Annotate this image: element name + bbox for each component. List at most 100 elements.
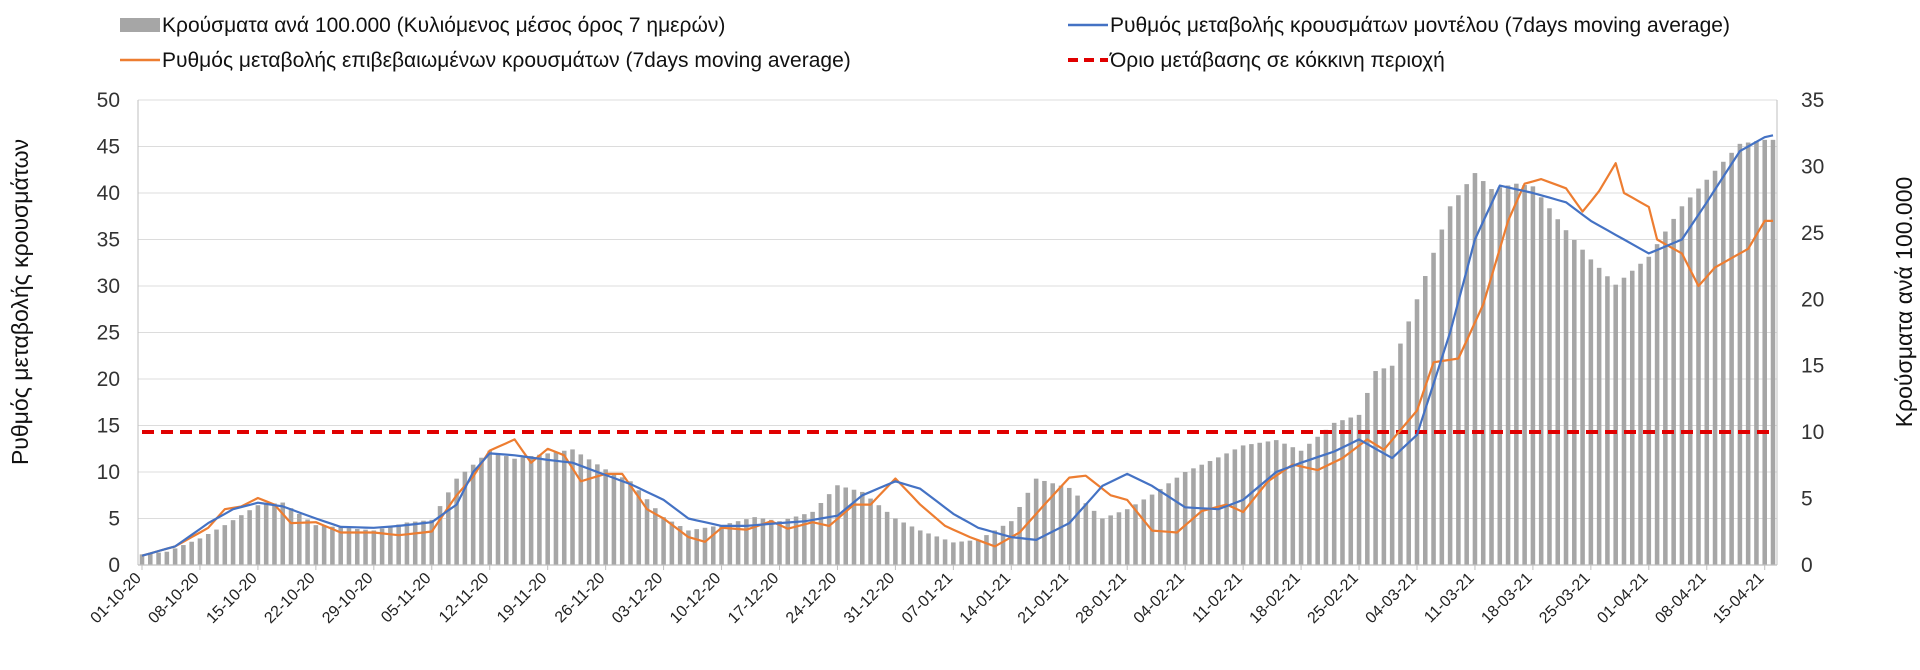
bar: [686, 530, 691, 565]
bar: [1116, 512, 1122, 565]
bar: [1050, 483, 1055, 565]
bar: [1522, 185, 1527, 565]
bar: [975, 539, 981, 565]
bar: [868, 498, 873, 565]
y-right-tick-label: 35: [1801, 89, 1824, 112]
bar: [346, 528, 352, 565]
bar: [818, 503, 824, 565]
bar: [909, 526, 915, 565]
bar: [1737, 143, 1743, 566]
bar: [363, 529, 368, 565]
bar: [1075, 495, 1080, 565]
bar: [305, 519, 310, 565]
bar: [1091, 510, 1097, 565]
bar: [1265, 441, 1271, 565]
bar: [1638, 263, 1643, 565]
bar: [628, 481, 633, 565]
legend-bars-label: Κρούσματα ανά 100.000 (Κυλιόμενος μέσος …: [162, 14, 725, 37]
bar: [1621, 277, 1627, 565]
y-left-tick-label: 10: [97, 461, 120, 484]
bar: [644, 499, 650, 565]
bar: [553, 452, 559, 565]
bar: [1530, 186, 1536, 565]
y-right-tick-label: 20: [1801, 288, 1824, 311]
bar: [1348, 417, 1354, 565]
bar: [586, 459, 592, 565]
bar: [1754, 141, 1759, 565]
bar: [619, 477, 625, 565]
y-left-tick-label: 50: [97, 89, 120, 112]
bar: [512, 458, 517, 565]
bar: [570, 449, 575, 565]
bar: [280, 502, 286, 565]
legend-model-label: Ρυθμός μεταβολής κρουσμάτων μοντέλου (7d…: [1110, 14, 1730, 37]
bar: [802, 514, 807, 565]
bar: [1489, 189, 1494, 565]
bar: [412, 521, 418, 565]
bar: [1216, 457, 1221, 565]
bar: [537, 454, 542, 565]
bar: [1298, 450, 1304, 565]
bar: [1290, 447, 1296, 565]
bar: [1240, 445, 1246, 565]
bar: [1422, 276, 1428, 565]
bar: [1108, 515, 1113, 565]
bar: [702, 527, 708, 565]
bar: [272, 503, 277, 565]
bar: [214, 529, 219, 565]
bar: [1058, 485, 1064, 565]
bar: [1166, 483, 1171, 565]
bar: [595, 464, 600, 565]
bar: [421, 520, 426, 565]
y-right-tick-label: 10: [1801, 421, 1824, 444]
bar: [462, 471, 468, 565]
bar: [884, 511, 890, 565]
bars-series: [139, 139, 1776, 566]
bar: [1009, 521, 1014, 565]
bar: [148, 553, 153, 565]
bar: [1249, 444, 1254, 565]
y-right-tick-label: 15: [1801, 355, 1824, 378]
bar: [379, 528, 385, 565]
bar: [1547, 208, 1552, 565]
y-left-tick-label: 45: [97, 136, 120, 159]
y-left-tick-label: 30: [97, 275, 120, 298]
bar: [1124, 509, 1130, 565]
bar: [1207, 461, 1213, 565]
bar: [1066, 487, 1072, 565]
bar: [785, 518, 791, 565]
bar: [1025, 492, 1031, 565]
bar: [404, 522, 410, 565]
bar: [1042, 480, 1047, 565]
bar: [984, 535, 989, 565]
bar: [1158, 488, 1163, 565]
bar: [1679, 206, 1685, 566]
bar: [1331, 422, 1337, 565]
bar: [1307, 443, 1312, 565]
bar: [1505, 185, 1511, 565]
bar: [1439, 229, 1445, 566]
bar: [1555, 219, 1561, 565]
bar: [1770, 139, 1776, 565]
bar: [454, 478, 459, 565]
bar: [520, 457, 526, 565]
bar: [429, 519, 435, 565]
bar: [719, 525, 724, 565]
bar: [934, 536, 940, 565]
bar: [263, 504, 269, 565]
bar: [1605, 276, 1610, 565]
legend-threshold-label: Όριο μετάβασης σε κόκκινη περιοχή: [1109, 49, 1445, 72]
bar: [1174, 477, 1180, 565]
bar: [1671, 218, 1676, 565]
bar: [1315, 436, 1320, 565]
bar: [1696, 188, 1701, 566]
bar: [396, 524, 401, 565]
bar: [1389, 365, 1395, 565]
bar: [1456, 195, 1461, 565]
bar: [1356, 414, 1362, 565]
bar: [1588, 259, 1594, 565]
confirmed-cases-line: [141, 162, 1773, 557]
bar: [313, 525, 319, 565]
bar: [197, 538, 203, 565]
bar: [760, 518, 766, 565]
